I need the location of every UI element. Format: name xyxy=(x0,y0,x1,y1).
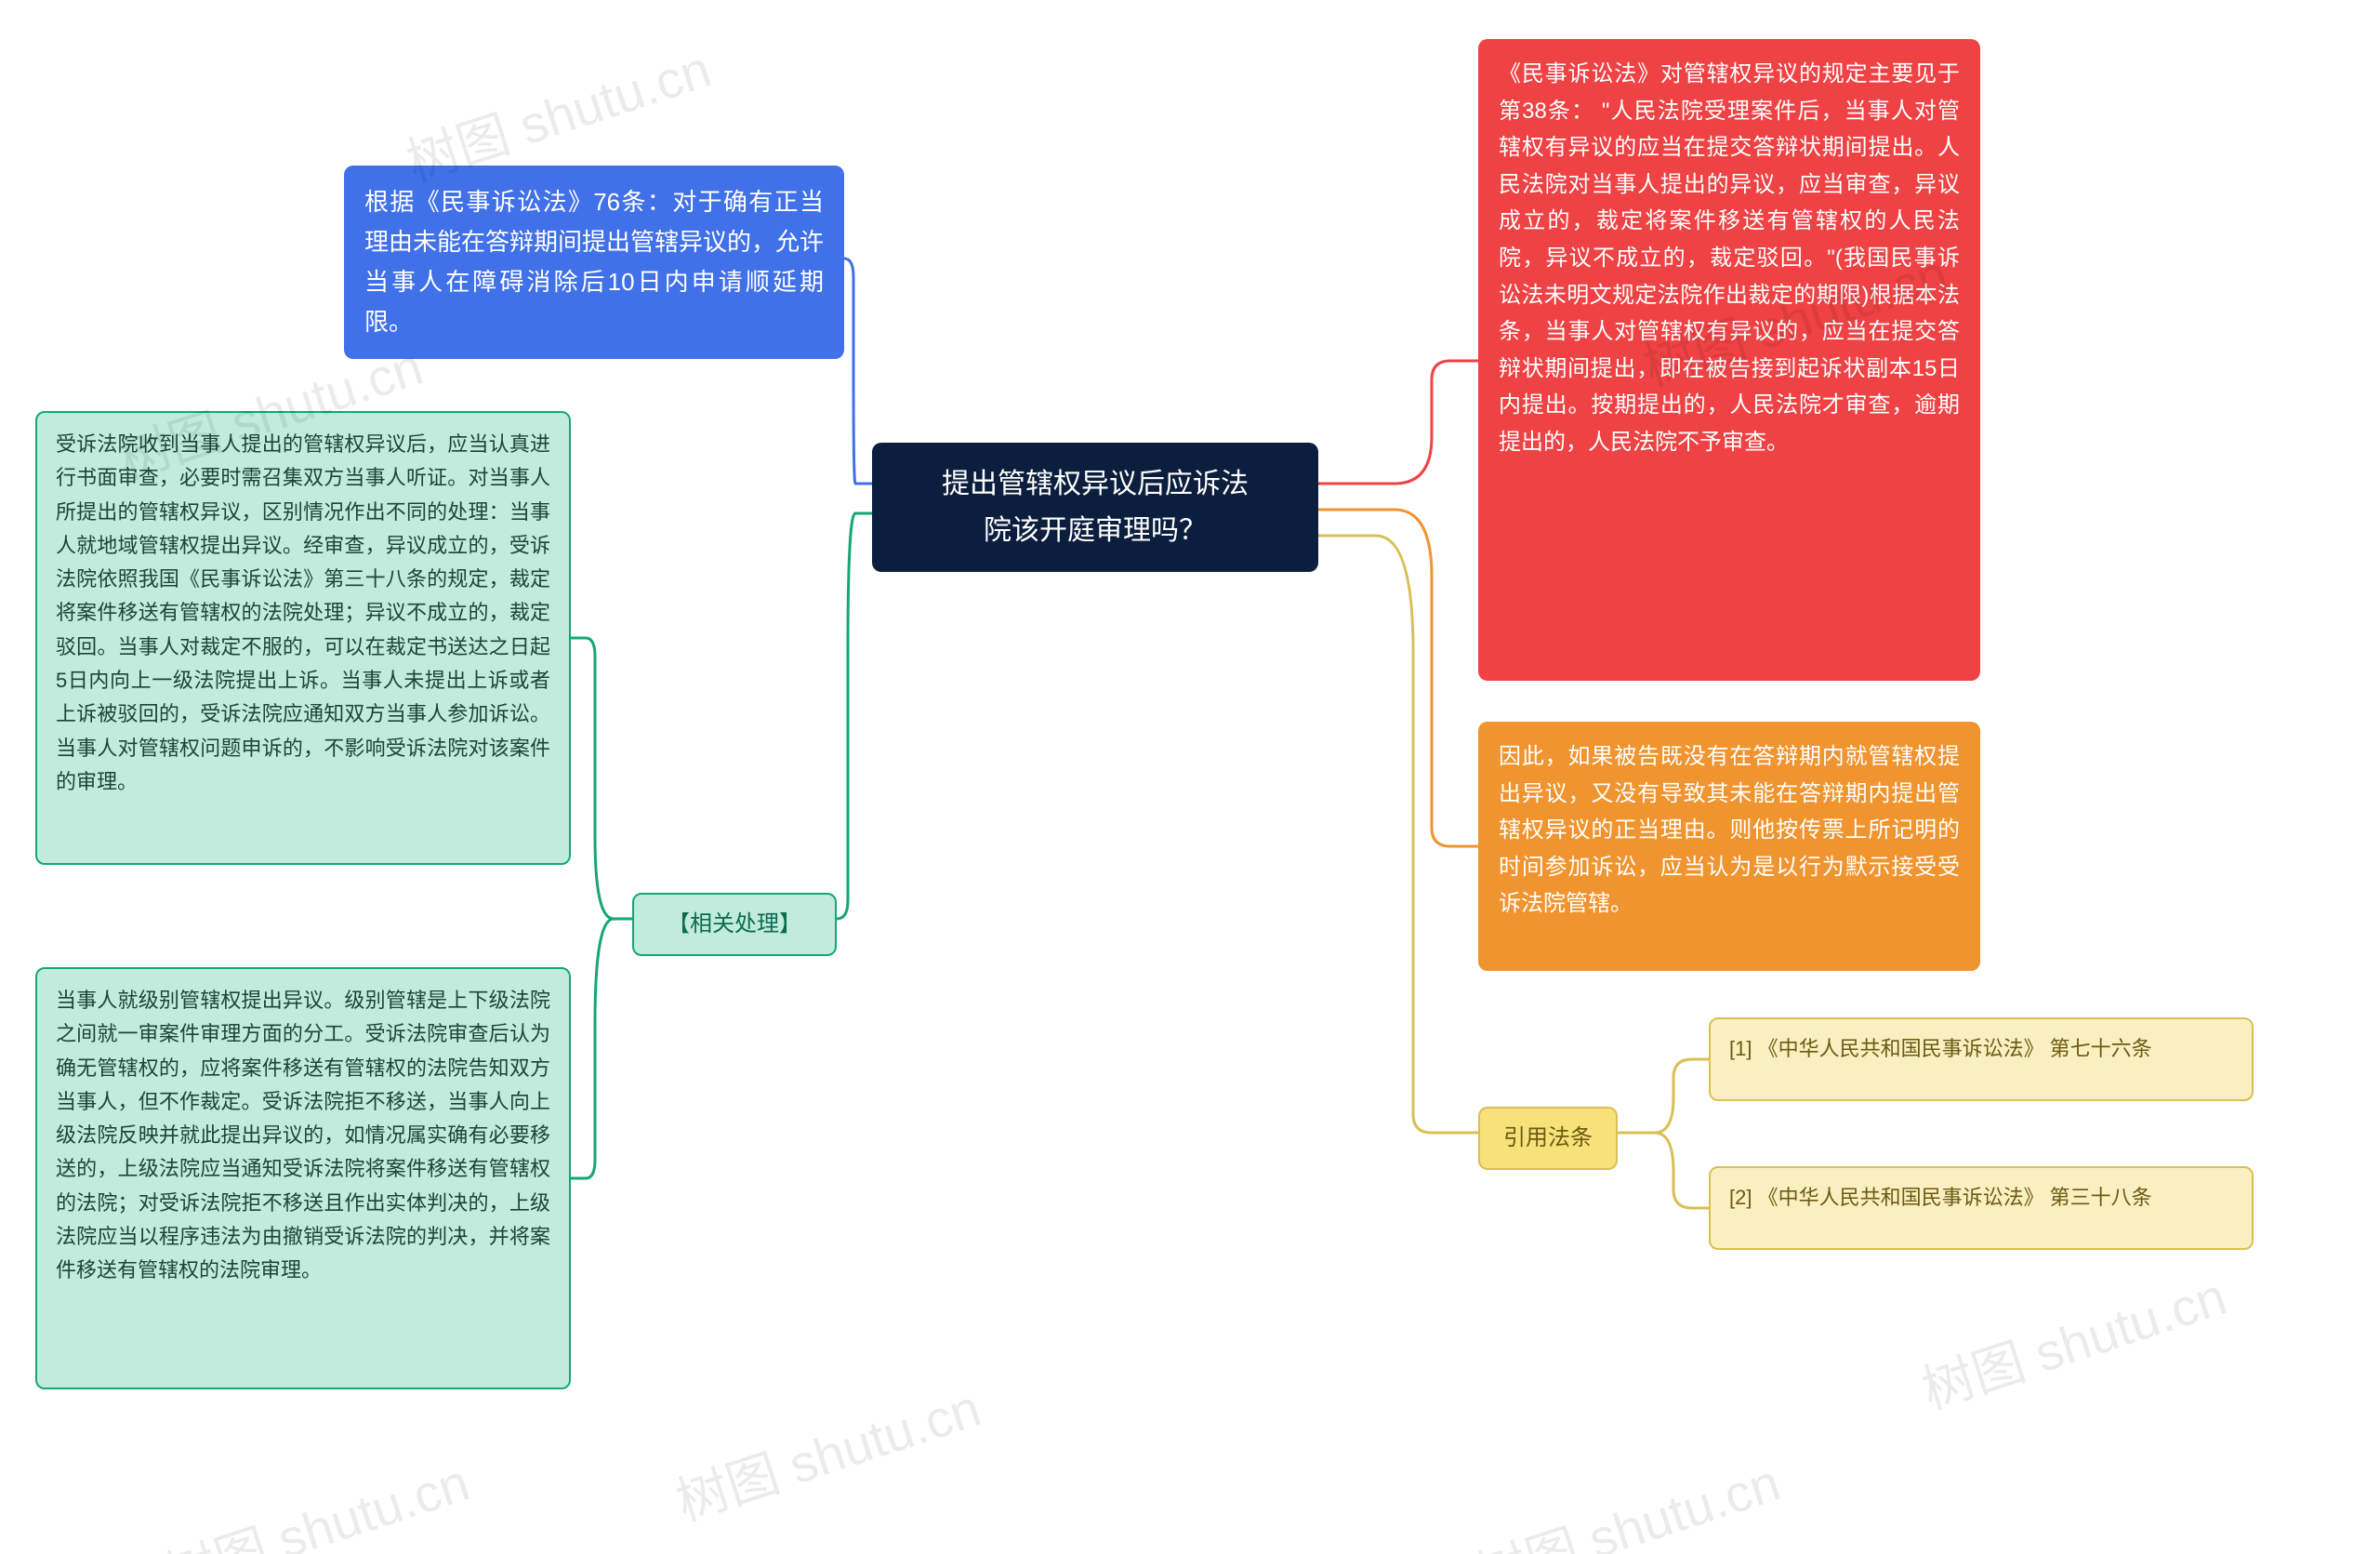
edge-cite-1 xyxy=(1618,1059,1709,1133)
node-law-article-38[interactable]: 《民事诉讼法》对管辖权异议的规定主要见于第38条： "人民法院受理案件后，当事人… xyxy=(1478,39,1980,681)
edge-center-orange xyxy=(1318,510,1478,846)
edge-center-blue xyxy=(844,259,872,484)
watermark: 树图 shutu.cn xyxy=(1911,1255,2235,1425)
edge-center-related xyxy=(837,513,872,919)
node-law-article-76[interactable]: 根据《民事诉讼法》76条：对于确有正当理由未能在答辩期间提出管辖异议的，允许当事… xyxy=(344,166,844,359)
node-conclusion[interactable]: 因此，如果被告既没有在答辩期内就管辖权提出异议，又没有导致其未能在答辩期内提出管… xyxy=(1478,722,1980,971)
node-level-jurisdiction[interactable]: 当事人就级别管辖权提出异议。级别管辖是上下级法院之间就一审案件审理方面的分工。受… xyxy=(35,967,571,1389)
center-node[interactable]: 提出管辖权异议后应诉法 院该开庭审理吗？ xyxy=(872,443,1318,572)
watermark: 树图 shutu.cn xyxy=(154,1441,478,1554)
node-cite-1[interactable]: [1] 《中华人民共和国民事诉讼法》 第七十六条 xyxy=(1709,1017,2254,1101)
node-territorial-jurisdiction[interactable]: 受诉法院收到当事人提出的管辖权异议后，应当认真进行书面审查，必要时需召集双方当事… xyxy=(35,411,571,865)
watermark: 树图 shutu.cn xyxy=(1465,1441,1789,1554)
edge-center-red xyxy=(1318,361,1478,484)
watermark: 树图 shutu.cn xyxy=(666,1367,989,1536)
node-cite-2[interactable]: [2] 《中华人民共和国民事诉讼法》 第三十八条 xyxy=(1709,1166,2254,1250)
edge-cite-2 xyxy=(1618,1133,1709,1208)
edge-related-2 xyxy=(571,919,632,1178)
node-related-label[interactable]: 【相关处理】 xyxy=(632,893,837,956)
edge-center-cite xyxy=(1318,536,1478,1133)
edge-related-1 xyxy=(571,638,632,919)
node-cite-label[interactable]: 引用法条 xyxy=(1478,1107,1618,1170)
